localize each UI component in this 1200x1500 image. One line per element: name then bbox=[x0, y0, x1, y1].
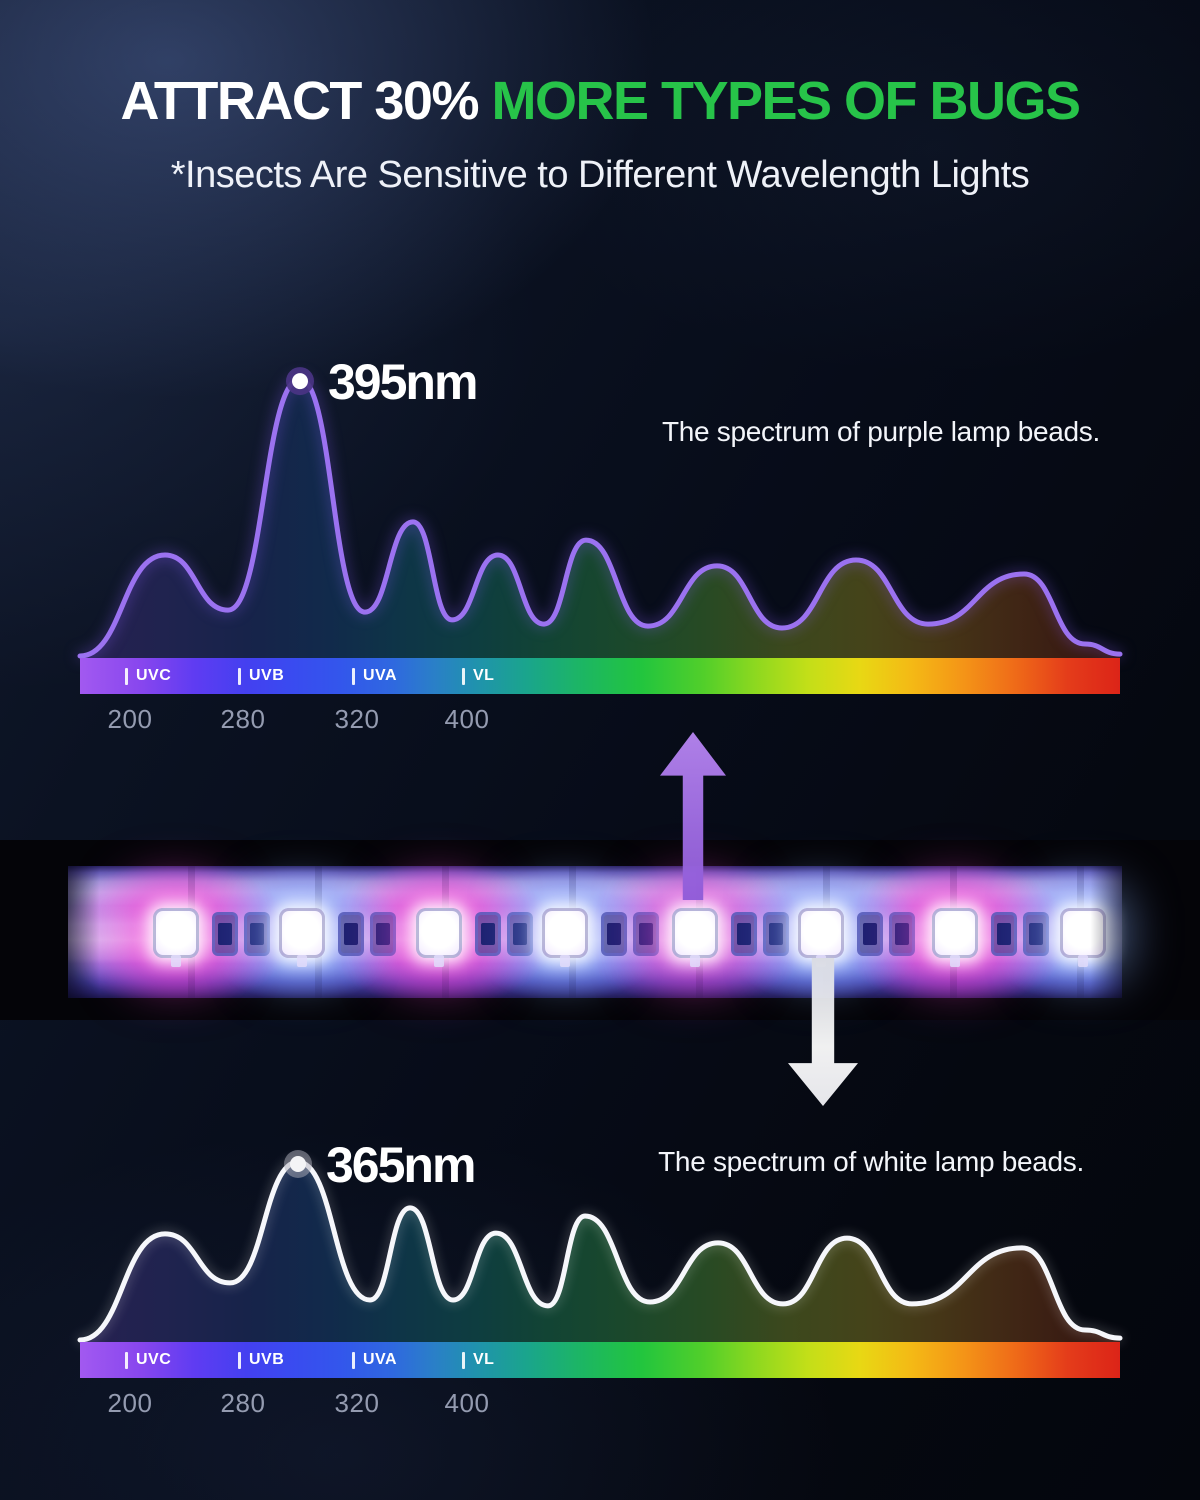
peak-marker-dot bbox=[290, 1156, 306, 1172]
strip-edge-fade bbox=[68, 866, 1122, 998]
curve-area-fill bbox=[80, 1162, 1120, 1342]
title-green-part: MORE TYPES OF BUGS bbox=[491, 71, 1081, 131]
band-tick bbox=[238, 667, 241, 685]
band-label-vl: VL bbox=[462, 667, 494, 685]
wavelength-tick-value: 320 bbox=[334, 704, 380, 734]
curve-area-fill bbox=[80, 379, 1120, 658]
band-label-uvb: UVB bbox=[238, 1351, 284, 1369]
curve-line bbox=[77, 1159, 1123, 1343]
peak-marker-dot bbox=[292, 373, 308, 390]
header: ATTRACT 30% MORE TYPES OF BUGS *Insects … bbox=[0, 70, 1200, 197]
peak-wavelength-label: 365nm bbox=[326, 1137, 476, 1193]
wavelength-tick-value: 400 bbox=[444, 704, 490, 734]
chart-caption: The spectrum of purple lamp beads. bbox=[661, 416, 1100, 447]
wavelength-tick-value: 320 bbox=[334, 1388, 380, 1418]
band-tick bbox=[352, 667, 355, 685]
page-subtitle: *Insects Are Sensitive to Different Wave… bbox=[170, 154, 1030, 196]
chart-caption: The spectrum of white lamp beads. bbox=[658, 1146, 1084, 1177]
wavelength-tick-value: 200 bbox=[107, 1388, 153, 1418]
led-strip-photo bbox=[68, 866, 1122, 998]
band-tick bbox=[125, 1351, 128, 1369]
title-white-part: ATTRACT 30% bbox=[120, 71, 492, 131]
wavelength-tick-value: 400 bbox=[444, 1388, 490, 1418]
band-tick bbox=[462, 667, 465, 685]
white-spectrum-curve bbox=[77, 1150, 1123, 1343]
spectrum-color-bar: UVC UVB UVA VL bbox=[80, 1342, 1120, 1378]
wavelength-tick-row: 200 280 320 400 bbox=[80, 1388, 1120, 1418]
wavelength-tick-value: 280 bbox=[220, 1388, 266, 1418]
page-title: ATTRACT 30% MORE TYPES OF BUGS bbox=[0, 70, 1200, 132]
band-label-uva: UVA bbox=[352, 667, 397, 685]
spectrum-chart-purple: 395nm The spectrum of purple lamp beads.… bbox=[77, 354, 1123, 752]
wavelength-tick-value: 200 bbox=[107, 704, 153, 734]
band-label-uvc: UVC bbox=[125, 1351, 171, 1369]
wavelength-tick-value: 280 bbox=[220, 704, 266, 734]
band-tick bbox=[462, 1351, 465, 1369]
purple-spectrum-curve bbox=[77, 367, 1123, 659]
band-label-vl: VL bbox=[462, 1351, 494, 1369]
spectrum-color-bar: UVC UVB UVA VL bbox=[80, 658, 1120, 694]
band-label-uva: UVA bbox=[352, 1351, 397, 1369]
peak-wavelength-label: 395nm bbox=[328, 354, 478, 411]
spectrum-chart-white: 365nm The spectrum of white lamp beads. … bbox=[77, 1046, 1123, 1436]
band-tick bbox=[352, 1351, 355, 1369]
band-label-uvc: UVC bbox=[125, 667, 171, 685]
band-tick bbox=[125, 667, 128, 685]
wavelength-tick-row: 200 280 320 400 bbox=[80, 704, 1120, 734]
band-label-uvb: UVB bbox=[238, 667, 284, 685]
curve-line bbox=[77, 376, 1123, 659]
band-tick bbox=[238, 1351, 241, 1369]
